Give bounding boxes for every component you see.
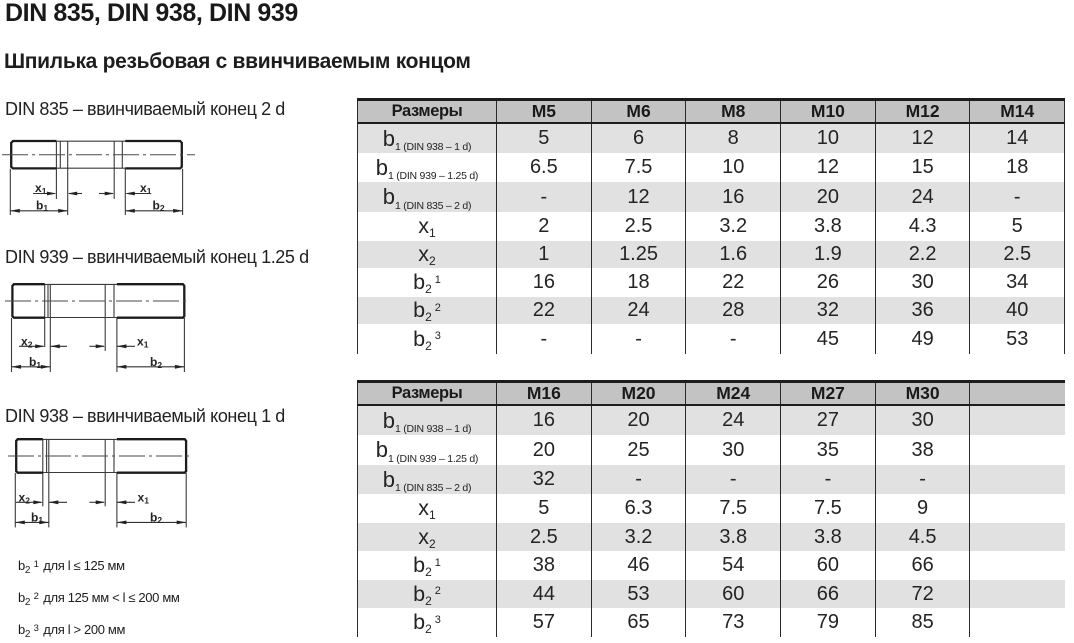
svg-text:b2: b2 [150, 510, 162, 525]
svg-text:x2: x2 [21, 335, 33, 350]
svg-text:x1: x1 [140, 181, 152, 196]
svg-text:b1: b1 [36, 198, 48, 213]
svg-text:x1: x1 [35, 181, 47, 196]
svg-text:b1: b1 [29, 355, 41, 370]
svg-text:b2: b2 [150, 355, 162, 370]
svg-text:b2: b2 [153, 198, 165, 213]
svg-text:x2: x2 [19, 491, 31, 506]
svg-text:x1: x1 [137, 335, 149, 350]
svg-text:b1: b1 [31, 510, 43, 525]
svg-text:x1: x1 [138, 491, 150, 506]
